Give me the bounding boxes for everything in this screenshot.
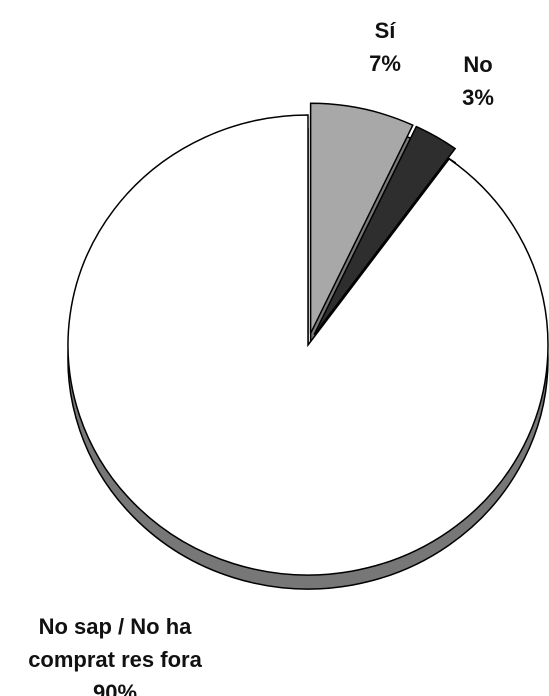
value-label: 7% [369,51,401,76]
value-label: 90% [92,680,138,696]
category-name: No sap / No ha comprat res fora [28,614,202,672]
slice-label: Sí 7% [345,14,425,80]
slice-label: No sap / No ha comprat res fora 90% [0,610,230,696]
slice [313,125,457,336]
value-label: 3% [462,85,494,110]
category-name: No [463,52,493,77]
slice-label: No 3% [438,48,518,114]
slice [309,102,414,334]
slice [67,114,549,576]
category-name: Sí [374,18,396,43]
